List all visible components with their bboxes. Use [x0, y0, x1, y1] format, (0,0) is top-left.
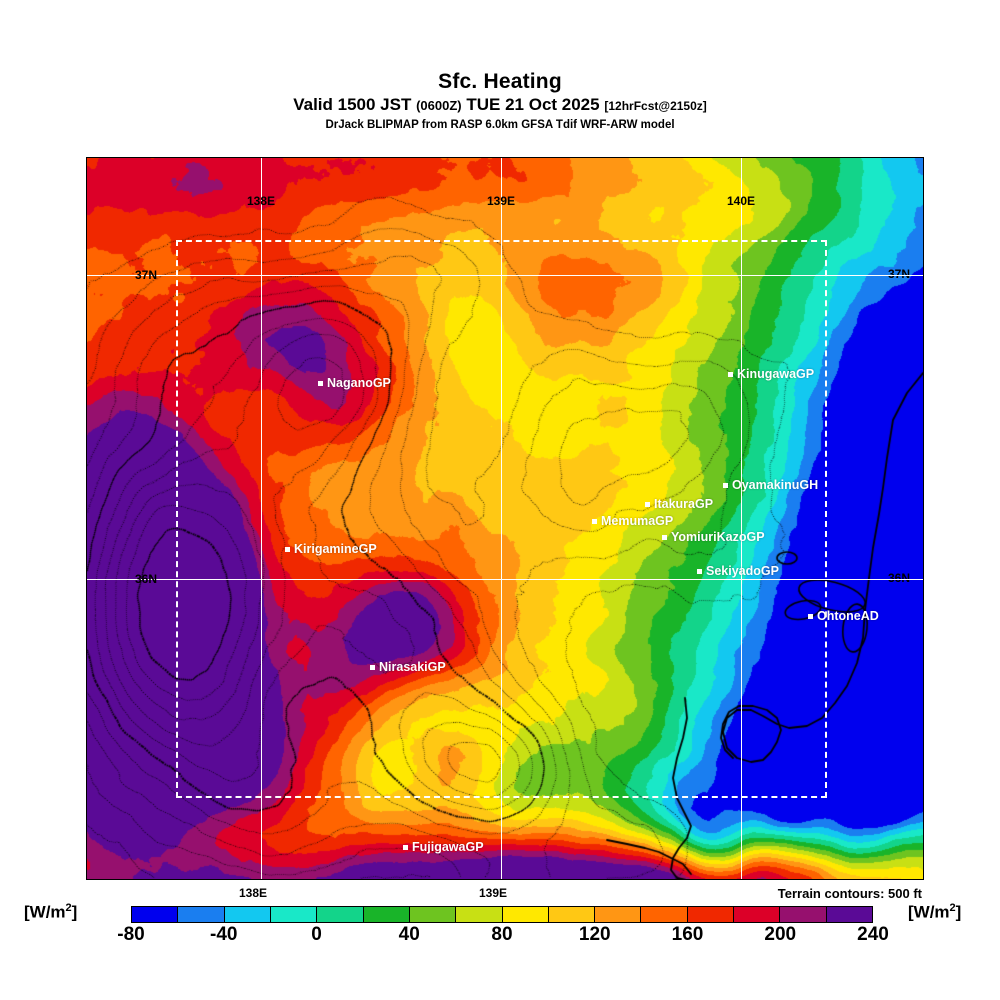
- station-label: YomiuriKazoGP: [671, 530, 765, 544]
- lon-label-140E: 140E: [727, 194, 756, 208]
- station-marker-kirigaminegp[interactable]: KirigamineGP: [285, 542, 377, 556]
- gridline-lon-138: [261, 158, 263, 879]
- station-dot-icon: [645, 501, 650, 507]
- terrain-contour-note: Terrain contours: 500 ft: [777, 886, 922, 901]
- colorbar-tick--40: -40: [210, 924, 238, 945]
- model-source-line: DrJack BLIPMAP from RASP 6.0km GFSA Tdif…: [325, 119, 675, 131]
- valid-prefix: Valid 1500 JST: [293, 95, 412, 114]
- colorbar-swatch-100: [548, 907, 596, 922]
- station-dot-icon: [662, 534, 667, 540]
- colorbar-swatch-40: [409, 907, 457, 922]
- colorbar-swatch-200: [780, 907, 827, 922]
- station-dot-icon: [370, 664, 375, 670]
- station-dot-icon: [723, 482, 728, 488]
- colorbar-tick-80: 80: [491, 924, 513, 945]
- station-label: SekiyadoGP: [706, 564, 779, 578]
- heating-field-raster: [87, 158, 923, 879]
- colorbar-tick-120: 120: [578, 924, 611, 945]
- lat-label-36N-right: 36N: [888, 571, 911, 585]
- valid-utc: (0600Z): [416, 98, 462, 113]
- station-label: FujigawaGP: [412, 840, 484, 854]
- station-label: NirasakiGP: [379, 660, 446, 674]
- page-title: Sfc. Heating: [438, 70, 562, 93]
- colorbar-swatch-0: [317, 907, 364, 922]
- station-dot-icon: [808, 613, 813, 619]
- colorbar-swatch-80: [502, 907, 549, 922]
- station-marker-oyamakinugh[interactable]: OyamakinuGH: [723, 478, 818, 492]
- gridline-lat-37: [87, 275, 923, 277]
- station-label: KirigamineGP: [294, 542, 377, 556]
- forecast-tag: [12hrFcst@2150z]: [604, 99, 707, 113]
- title-block: Sfc. Heating Valid 1500 JST (0600Z) TUE …: [0, 70, 1000, 133]
- colorbar-swatch-160: [687, 907, 735, 922]
- colorbar-unit-right: [W/m2]: [908, 902, 962, 922]
- colorbar-swatch--20: [270, 907, 318, 922]
- station-marker-nirasakigp[interactable]: NirasakiGP: [370, 660, 446, 674]
- station-label: OhtoneAD: [817, 609, 879, 623]
- colorbar-swatch-20: [363, 907, 410, 922]
- valid-date: TUE 21 Oct 2025: [466, 95, 600, 114]
- colorbar-tick-0: 0: [311, 924, 322, 945]
- lon-label-138E: 138E: [247, 194, 276, 208]
- station-dot-icon: [592, 518, 597, 524]
- station-dot-icon: [728, 371, 733, 377]
- station-marker-yomiurikazogp[interactable]: YomiuriKazoGP: [662, 530, 765, 544]
- lat-label-37N-right: 37N: [888, 267, 911, 281]
- station-label: MemumaGP: [601, 514, 674, 528]
- lon-label-139E: 139E: [487, 194, 516, 208]
- station-marker-kinugawagp[interactable]: KinugawaGP: [728, 367, 814, 381]
- station-marker-itakuragp[interactable]: ItakuraGP: [645, 497, 713, 511]
- colorbar-tick--80: -80: [117, 924, 145, 945]
- station-dot-icon: [285, 546, 290, 552]
- station-label: KinugawaGP: [737, 367, 815, 381]
- station-label: OyamakinuGH: [732, 478, 819, 492]
- colorbar-tick-240: 240: [857, 924, 889, 945]
- colorbar-tick-200: 200: [764, 924, 797, 945]
- colorbar-swatch-140: [641, 907, 688, 922]
- station-dot-icon: [697, 568, 702, 574]
- lat-label-36N-left: 36N: [135, 572, 158, 586]
- colorbar-swatch--80: [132, 907, 179, 922]
- inner-domain-box: [176, 240, 827, 798]
- colorbar-swatch-60: [456, 907, 503, 922]
- gridline-lon-140: [741, 158, 743, 879]
- colorbar-swatch-220: [826, 907, 872, 922]
- map-panel[interactable]: NaganoGP KinugawaGP OyamakinuGH ItakuraGP Me…: [86, 157, 924, 880]
- colorbar-swatch--40: [224, 907, 271, 922]
- colorbar-swatch-180: [734, 907, 781, 922]
- valid-time-line: Valid 1500 JST (0600Z) TUE 21 Oct 2025 […: [0, 94, 1000, 117]
- lon-label-bottom-138E: 138E: [239, 886, 268, 900]
- lon-label-bottom-139E: 139E: [479, 886, 508, 900]
- station-label: ItakuraGP: [654, 497, 714, 511]
- colorbar-tick-160: 160: [671, 924, 704, 945]
- colorbar-unit-left: [W/m2]: [24, 902, 78, 922]
- gridline-lon-139: [501, 158, 503, 879]
- colorbar[interactable]: [131, 906, 873, 923]
- station-marker-sekiyadogp[interactable]: SekiyadoGP: [697, 564, 779, 578]
- colorbar-tick-40: 40: [398, 924, 420, 945]
- lat-label-37N-left: 37N: [135, 268, 158, 282]
- station-dot-icon: [403, 844, 408, 850]
- gridline-lat-36: [87, 579, 923, 581]
- station-marker-naganogp[interactable]: NaganoGP: [318, 376, 391, 390]
- colorbar-swatch-120: [595, 907, 642, 922]
- station-label: NaganoGP: [327, 376, 391, 390]
- station-marker-fujigawagp[interactable]: FujigawaGP: [403, 840, 484, 854]
- station-marker-memumagp[interactable]: MemumaGP: [592, 514, 673, 528]
- station-marker-ohtonead[interactable]: OhtoneAD: [808, 609, 879, 623]
- station-dot-icon: [318, 380, 323, 386]
- colorbar-swatch--60: [178, 907, 225, 922]
